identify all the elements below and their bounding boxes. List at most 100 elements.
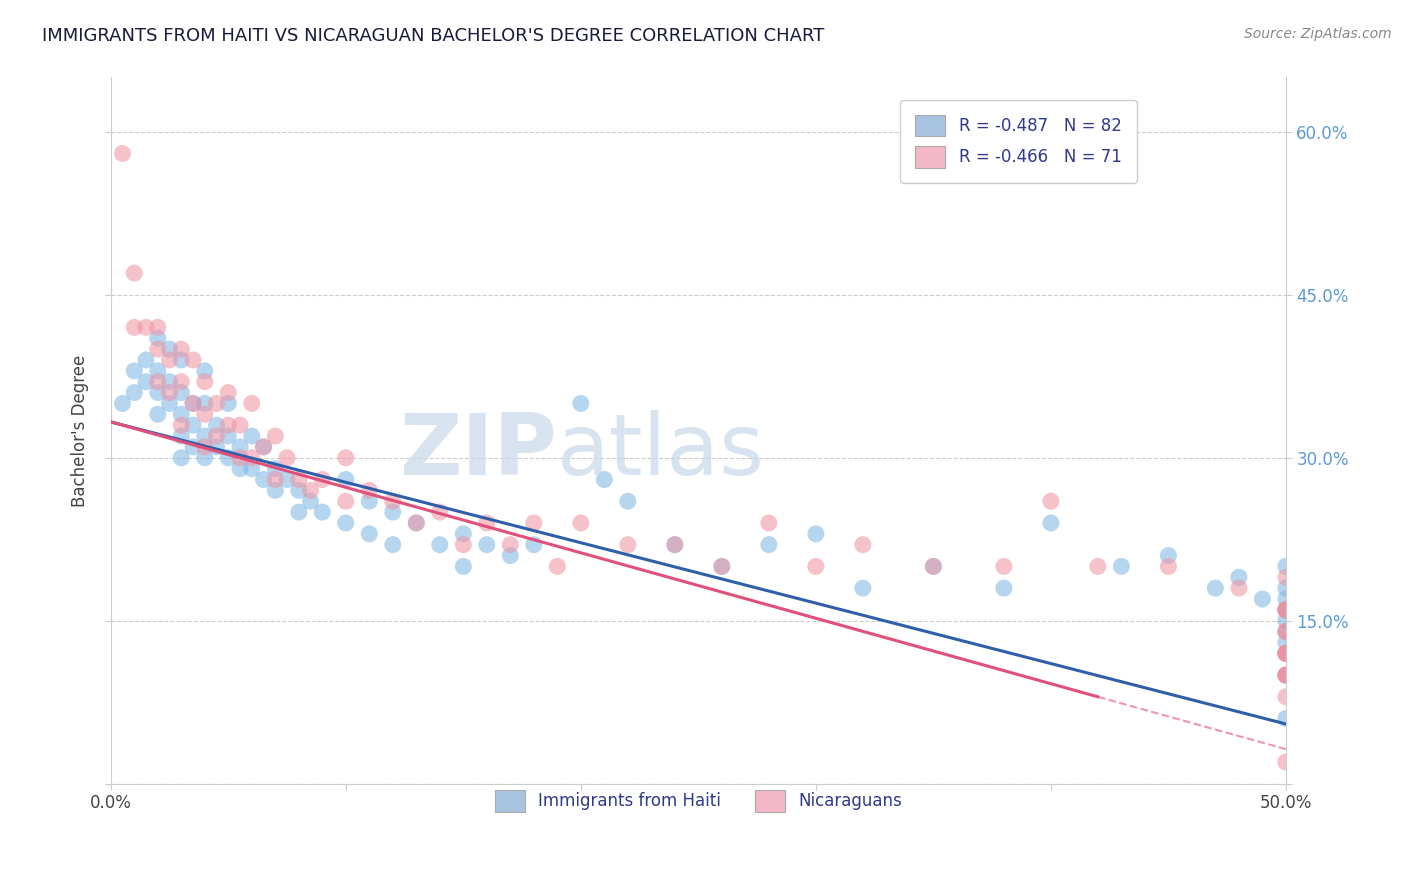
Point xyxy=(1039,516,1062,530)
Point xyxy=(1275,712,1298,726)
Point xyxy=(1275,646,1298,660)
Point xyxy=(1275,755,1298,769)
Point xyxy=(288,483,311,498)
Point xyxy=(111,146,134,161)
Point xyxy=(1275,668,1298,682)
Point xyxy=(159,396,181,410)
Point xyxy=(264,473,287,487)
Point xyxy=(217,396,239,410)
Point xyxy=(170,450,193,465)
Point xyxy=(1275,646,1298,660)
Point xyxy=(617,494,640,508)
Point xyxy=(993,581,1015,595)
Point xyxy=(181,418,204,433)
Point xyxy=(299,494,322,508)
Text: atlas: atlas xyxy=(557,410,765,493)
Point xyxy=(217,429,239,443)
Point xyxy=(194,396,217,410)
Point xyxy=(229,450,252,465)
Point xyxy=(758,516,780,530)
Point xyxy=(569,516,592,530)
Point xyxy=(1275,603,1298,617)
Point xyxy=(288,505,311,519)
Point xyxy=(1039,494,1062,508)
Point xyxy=(453,538,475,552)
Point xyxy=(229,461,252,475)
Point xyxy=(1275,668,1298,682)
Point xyxy=(1275,646,1298,660)
Point xyxy=(194,440,217,454)
Point xyxy=(523,516,546,530)
Point xyxy=(664,538,686,552)
Point xyxy=(181,353,204,368)
Point xyxy=(122,320,145,334)
Point xyxy=(1204,581,1226,595)
Point xyxy=(122,364,145,378)
Point xyxy=(194,375,217,389)
Point xyxy=(1275,690,1298,704)
Point xyxy=(264,461,287,475)
Point xyxy=(122,266,145,280)
Point xyxy=(170,407,193,421)
Point xyxy=(1227,581,1250,595)
Point xyxy=(993,559,1015,574)
Point xyxy=(194,407,217,421)
Point xyxy=(1275,581,1298,595)
Point xyxy=(217,450,239,465)
Point xyxy=(146,331,169,345)
Point xyxy=(381,538,404,552)
Point xyxy=(194,429,217,443)
Point xyxy=(170,375,193,389)
Point xyxy=(240,450,263,465)
Point xyxy=(664,538,686,552)
Point xyxy=(1275,624,1298,639)
Point xyxy=(922,559,945,574)
Point xyxy=(159,353,181,368)
Point xyxy=(804,526,827,541)
Legend: Immigrants from Haiti, Nicaraguans: Immigrants from Haiti, Nicaraguans xyxy=(482,777,915,825)
Point xyxy=(1275,635,1298,649)
Point xyxy=(170,385,193,400)
Point xyxy=(1275,624,1298,639)
Point xyxy=(122,385,145,400)
Point xyxy=(299,483,322,498)
Point xyxy=(359,483,381,498)
Point xyxy=(429,538,451,552)
Point xyxy=(1275,668,1298,682)
Point xyxy=(217,385,239,400)
Point xyxy=(135,320,157,334)
Point xyxy=(264,429,287,443)
Point xyxy=(181,440,204,454)
Point xyxy=(229,440,252,454)
Point xyxy=(194,364,217,378)
Point xyxy=(288,473,311,487)
Point xyxy=(217,418,239,433)
Point xyxy=(1111,559,1133,574)
Point xyxy=(335,516,357,530)
Point xyxy=(146,375,169,389)
Point xyxy=(181,396,204,410)
Point xyxy=(475,516,498,530)
Point xyxy=(170,418,193,433)
Point xyxy=(1275,603,1298,617)
Point xyxy=(475,538,498,552)
Point xyxy=(170,429,193,443)
Point xyxy=(1157,559,1180,574)
Point xyxy=(593,473,616,487)
Point xyxy=(1275,646,1298,660)
Point xyxy=(146,364,169,378)
Point xyxy=(710,559,733,574)
Point xyxy=(453,526,475,541)
Point xyxy=(523,538,546,552)
Point xyxy=(170,353,193,368)
Point xyxy=(1251,592,1274,607)
Point xyxy=(335,450,357,465)
Point xyxy=(804,559,827,574)
Point xyxy=(1275,646,1298,660)
Point xyxy=(170,342,193,356)
Point xyxy=(499,538,522,552)
Point xyxy=(1157,549,1180,563)
Point xyxy=(335,473,357,487)
Point xyxy=(617,538,640,552)
Point xyxy=(205,418,228,433)
